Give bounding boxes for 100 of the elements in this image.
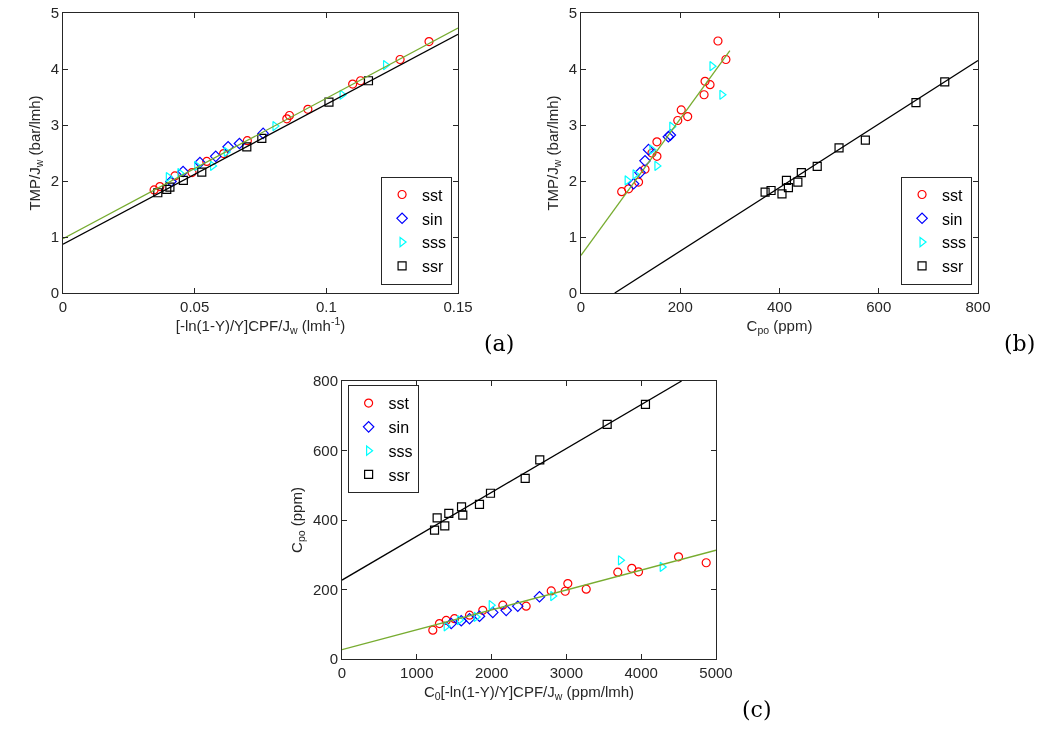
point	[444, 508, 454, 518]
point	[796, 168, 806, 178]
point	[777, 189, 787, 199]
point	[617, 187, 627, 197]
point	[627, 178, 640, 190]
point	[395, 54, 405, 65]
point	[640, 164, 650, 174]
y-tick-label: 4	[50, 60, 59, 78]
legend-label: sst	[422, 186, 444, 204]
point	[149, 185, 159, 195]
x-tick-label: 600	[866, 298, 892, 315]
point	[424, 36, 434, 47]
point	[209, 150, 222, 163]
point	[634, 166, 646, 179]
point	[700, 76, 710, 86]
point	[624, 184, 634, 194]
point	[652, 151, 662, 161]
text: (b)	[1004, 331, 1036, 356]
point	[282, 114, 292, 124]
point	[187, 168, 197, 178]
point	[303, 104, 313, 114]
point	[793, 177, 803, 187]
point	[443, 621, 451, 632]
point	[521, 601, 531, 611]
point	[429, 525, 440, 535]
point	[165, 175, 177, 188]
x-tick-label: 4000	[624, 664, 658, 681]
point	[649, 144, 657, 155]
point	[783, 183, 794, 193]
legend-label: ssr	[388, 466, 411, 484]
y-tick-label: 0	[329, 650, 338, 668]
text: (c)	[742, 697, 772, 722]
point	[760, 187, 770, 197]
y-tick-label: 0	[568, 284, 577, 302]
y-tick-label: 5	[50, 4, 59, 22]
point	[153, 188, 163, 198]
point	[458, 510, 468, 520]
legend-label: ssr	[942, 258, 965, 276]
y-tick-label: 1	[50, 228, 59, 246]
legend-label: ssr	[422, 258, 445, 276]
y-tick-label: 2	[568, 172, 577, 190]
point	[669, 121, 677, 132]
point	[194, 156, 206, 169]
point	[652, 137, 662, 147]
point	[500, 604, 512, 617]
point	[633, 177, 644, 187]
point	[560, 586, 570, 596]
y-tick-label: 5	[568, 4, 577, 22]
point	[520, 473, 530, 483]
point	[209, 160, 218, 172]
legend-label: sss	[388, 442, 413, 460]
point	[613, 567, 623, 577]
y-tick-label: 1	[568, 228, 577, 246]
point	[632, 169, 640, 180]
point	[546, 586, 556, 596]
point	[233, 137, 246, 150]
legend-label: sin	[942, 210, 963, 228]
point	[449, 614, 460, 624]
point	[624, 175, 632, 186]
point	[535, 455, 545, 465]
y-tick-label: 200	[312, 580, 338, 598]
point	[647, 148, 657, 158]
point	[639, 155, 651, 167]
point	[705, 80, 715, 90]
point	[348, 79, 358, 89]
point	[617, 555, 626, 566]
point	[178, 175, 188, 186]
point	[860, 135, 870, 145]
point	[673, 552, 684, 562]
point	[363, 76, 374, 86]
point	[673, 115, 683, 126]
point	[473, 610, 486, 623]
point	[445, 617, 458, 630]
point	[155, 182, 165, 192]
y-tick-label: 400	[312, 511, 338, 529]
y-tick-label: 3	[568, 116, 577, 134]
legend-label: sss	[942, 234, 967, 252]
point	[219, 148, 229, 159]
x-axis-title: C$_{0}$[-ln(1-Y)/Y]CPF/J$_{w}$ (ppm/lmh)	[423, 683, 635, 703]
point	[699, 90, 709, 100]
point	[432, 513, 442, 523]
point	[284, 110, 295, 121]
y-tick-label: 800	[312, 372, 338, 390]
point	[464, 610, 475, 620]
point	[440, 521, 450, 531]
point	[324, 97, 334, 107]
point	[683, 112, 693, 122]
y-tick-label: 3	[50, 116, 59, 134]
legend-label: sst	[388, 395, 410, 413]
x-tick-label: 1000	[400, 664, 434, 681]
x-tick-label: 3000	[549, 664, 584, 681]
point	[721, 54, 731, 65]
point	[633, 567, 644, 577]
point	[242, 142, 252, 152]
point	[834, 143, 844, 153]
point	[713, 36, 723, 46]
point	[766, 185, 776, 196]
x-tick-label: 400	[766, 298, 793, 315]
point	[498, 600, 508, 610]
point	[581, 584, 591, 594]
